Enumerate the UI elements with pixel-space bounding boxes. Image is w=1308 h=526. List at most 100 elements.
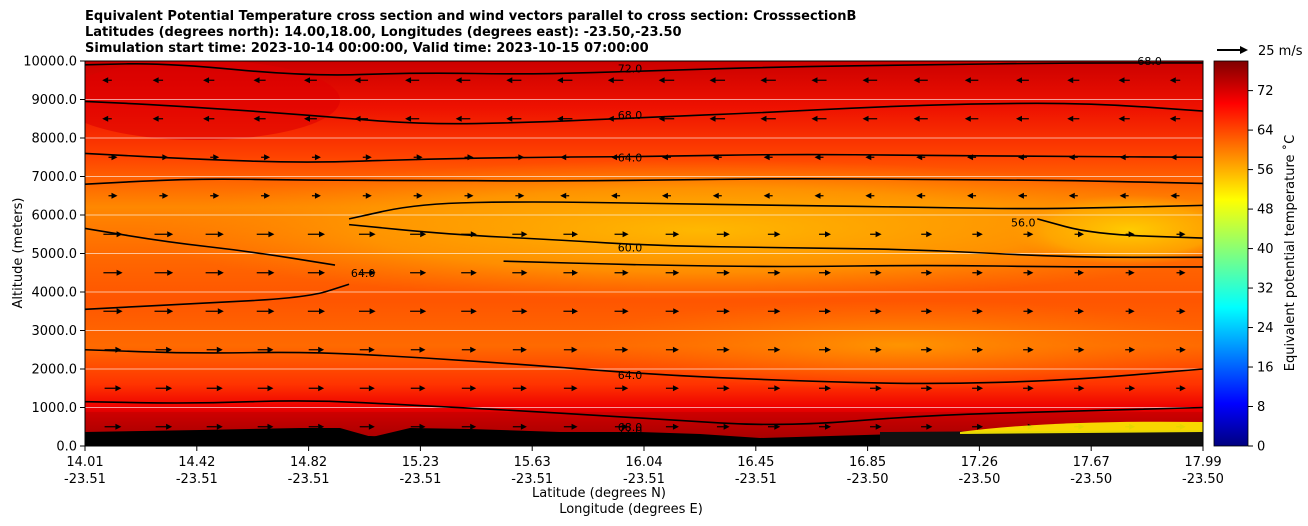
wind-vector-head: [152, 115, 159, 122]
wind-vector-head: [622, 385, 629, 392]
wind-vector-head: [217, 269, 224, 276]
contour-line: [85, 283, 350, 311]
wind-vector-head: [607, 115, 614, 122]
wind-vector-head: [865, 192, 872, 199]
chart-title-line-3: Simulation start time: 2023-10-14 00:00:…: [85, 41, 649, 56]
wind-vectors: [102, 77, 1186, 430]
wind-vector-head: [365, 192, 372, 199]
wind-vector-head: [976, 308, 983, 315]
wind-vector-head: [520, 385, 527, 392]
wind-vector-head: [1129, 346, 1136, 353]
wind-vector-head: [814, 154, 821, 161]
wind-vector-head: [712, 154, 719, 161]
wind-vector-head: [318, 346, 325, 353]
wind-vector-head: [977, 346, 984, 353]
wind-vector-head: [521, 269, 528, 276]
wind-vector-head: [763, 192, 770, 199]
colorbar-tick-label: 40: [1257, 242, 1274, 257]
wind-vector-head: [560, 154, 567, 161]
y-axis-ticks: 0.0 1000.0 2000.0 3000.0 4000.0 5000.0 6000.0 7…: [23, 55, 85, 455]
wind-vector-head: [1179, 346, 1186, 353]
y-tick-label: 2000.0: [32, 363, 78, 378]
wind-vector-head: [622, 269, 629, 276]
contour-label: 76.0: [618, 430, 643, 443]
wind-vector-head: [167, 308, 174, 315]
quiver-key: 25 m/s: [1217, 44, 1303, 59]
y-tick-label: 9000.0: [32, 93, 78, 108]
contour-label: 60.0: [618, 242, 643, 255]
wind-vector-head: [368, 423, 375, 430]
wind-vector-head: [1017, 192, 1024, 199]
wind-vector-head: [916, 192, 923, 199]
x-tick-lat: 15.63: [514, 455, 551, 470]
wind-vector-head: [420, 231, 427, 238]
wind-vector-head: [264, 154, 271, 161]
wind-vector-head: [712, 192, 719, 199]
colorbar-gradient: [1214, 61, 1248, 446]
wind-vector-head: [723, 385, 730, 392]
wind-vector-head: [1017, 154, 1024, 161]
wind-vector-head: [571, 385, 578, 392]
wind-vector-head: [913, 77, 920, 84]
wind-vector-head: [825, 385, 831, 392]
wind-vector-head: [673, 231, 680, 238]
wind-vector-head: [470, 385, 477, 392]
wind-vector-head: [913, 115, 920, 122]
colorbar-tick-label: 64: [1257, 124, 1274, 139]
wind-vector-head: [166, 385, 173, 392]
wind-vector-head: [1027, 231, 1034, 238]
wind-vector-head: [557, 115, 564, 122]
wind-vector-head: [875, 269, 882, 276]
wind-vector-head: [862, 115, 869, 122]
wind-vector-head: [420, 269, 427, 276]
wind-vector-head: [304, 115, 311, 122]
wind-vector-head: [875, 423, 882, 430]
wind-vector-head: [162, 154, 169, 161]
x-tick-lon: -23.51: [288, 472, 330, 487]
wind-vector-head: [976, 269, 983, 276]
wind-vector-head: [811, 115, 818, 122]
wind-vector-head: [470, 423, 477, 430]
y-tick-label: 8000.0: [32, 132, 78, 147]
wind-vector-head: [520, 423, 527, 430]
grid-lines: [85, 99, 1203, 408]
wind-vector-head: [368, 385, 375, 392]
wind-vector-head: [419, 385, 426, 392]
x-tick-lon: -23.50: [1182, 472, 1224, 487]
wind-vector-head: [152, 77, 159, 84]
wind-vector-head: [1027, 346, 1034, 353]
wind-vector-head: [763, 154, 770, 161]
wind-vector-head: [1078, 269, 1084, 276]
colorbar: 0 8 16 24 32 40 48 56 64 72 Equivalent potential …: [1213, 60, 1298, 455]
wind-vector-head: [166, 346, 173, 353]
wind-vector-head: [916, 154, 923, 161]
wind-vector-head: [774, 308, 781, 315]
contour-line: [85, 62, 1203, 76]
wind-vector-head: [115, 346, 122, 353]
wind-vector-head: [253, 115, 260, 122]
y-tick-label: 7000.0: [32, 170, 78, 185]
wind-vector-head: [760, 115, 767, 122]
x-tick-lat: 15.23: [402, 455, 439, 470]
y-tick-label: 6000.0: [32, 209, 78, 224]
wind-vector-head: [560, 192, 567, 199]
wind-vector-head: [203, 77, 210, 84]
colorbar-tick-label: 48: [1257, 203, 1274, 218]
wind-vector-head: [1027, 269, 1034, 276]
x-tick-lon: -23.50: [847, 472, 889, 487]
wind-vector-head: [167, 269, 174, 276]
wind-vector-head: [216, 346, 223, 353]
colorbar-tick-label: 8: [1257, 400, 1265, 415]
terrain: [85, 421, 1203, 446]
wind-vector-head: [709, 77, 716, 84]
wind-vector-head: [1016, 115, 1023, 122]
wind-vector-head: [976, 231, 983, 238]
colorbar-tick-label: 32: [1257, 282, 1274, 297]
wind-vector-head: [622, 231, 629, 238]
wind-vector-head: [405, 115, 412, 122]
contour-label: 56.0: [1011, 217, 1036, 230]
wind-vector-head: [268, 231, 275, 238]
wind-vector-head: [1068, 192, 1075, 199]
wind-vector-head: [825, 346, 831, 353]
wind-vector-head: [1078, 346, 1085, 353]
